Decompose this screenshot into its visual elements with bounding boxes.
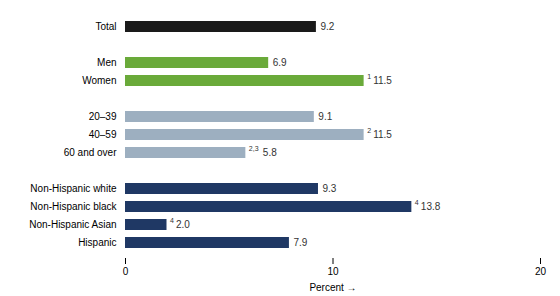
svg-text:Hispanic: Hispanic — [78, 237, 116, 248]
svg-text:4: 4 — [415, 199, 419, 206]
svg-text:10: 10 — [327, 266, 339, 277]
svg-text:11.5: 11.5 — [373, 75, 392, 86]
svg-text:11.5: 11.5 — [373, 129, 392, 140]
svg-text:5.8: 5.8 — [263, 147, 277, 158]
svg-text:40–59: 40–59 — [89, 129, 117, 140]
svg-text:6.9: 6.9 — [273, 57, 287, 68]
svg-text:20–39: 20–39 — [89, 111, 117, 122]
svg-text:2: 2 — [367, 127, 371, 134]
svg-text:2.0: 2.0 — [176, 219, 190, 230]
svg-text:1: 1 — [367, 73, 371, 80]
svg-text:Non-Hispanic Asian: Non-Hispanic Asian — [29, 219, 116, 230]
svg-text:Men: Men — [97, 57, 116, 68]
svg-text:Non-Hispanic black: Non-Hispanic black — [30, 201, 117, 212]
svg-text:4: 4 — [170, 217, 174, 224]
svg-text:Percent →: Percent → — [309, 282, 356, 293]
svg-text:Non-Hispanic white: Non-Hispanic white — [30, 183, 117, 194]
svg-text:Total: Total — [95, 21, 116, 32]
svg-text:60 and over: 60 and over — [64, 147, 117, 158]
svg-text:9.3: 9.3 — [322, 183, 336, 194]
svg-text:Women: Women — [82, 75, 116, 86]
svg-text:13.8: 13.8 — [421, 201, 441, 212]
svg-text:7.9: 7.9 — [293, 237, 307, 248]
svg-text:20: 20 — [535, 266, 547, 277]
svg-text:0: 0 — [123, 266, 129, 277]
svg-text:9.1: 9.1 — [318, 111, 332, 122]
svg-text:2,3: 2,3 — [249, 145, 259, 152]
svg-text:9.2: 9.2 — [320, 21, 334, 32]
